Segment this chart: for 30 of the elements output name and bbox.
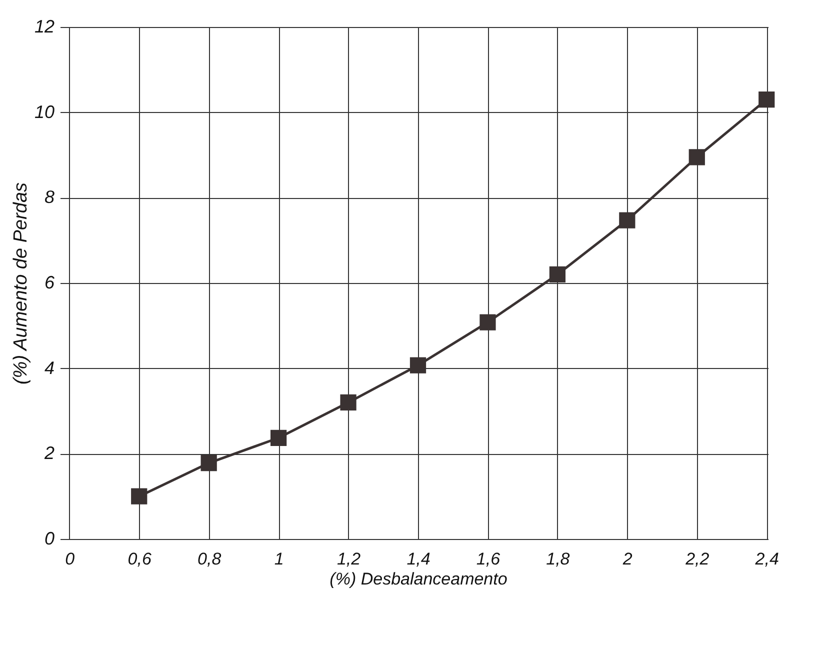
y-tick-label: 0 — [44, 528, 54, 548]
point — [340, 394, 356, 411]
y-tick-label: 10 — [34, 102, 54, 122]
point — [480, 314, 496, 330]
point — [688, 149, 705, 166]
point — [549, 266, 566, 283]
y-tick-label: 6 — [44, 272, 56, 292]
x-tick-label: 1,2 — [336, 550, 362, 568]
x-tick-label: 0,6 — [128, 550, 152, 568]
y-tick-label: 12 — [34, 16, 54, 36]
x-tick-label: 2,2 — [684, 550, 710, 568]
point — [200, 454, 217, 472]
x-tick-label: 1,4 — [406, 550, 430, 568]
y-tick-label: 8 — [44, 187, 54, 208]
x-tick-label: 2,4 — [754, 550, 779, 568]
y-tick-label: 4 — [44, 358, 54, 378]
x-tick-label: 1 — [274, 550, 284, 568]
point — [758, 91, 775, 108]
x-tick-label: 2 — [622, 550, 633, 568]
x-tick-label: 1,6 — [476, 550, 501, 568]
y-tick-label: 2 — [43, 443, 54, 464]
point — [131, 488, 148, 504]
x-tick-label: 1,8 — [546, 550, 570, 568]
x-tick-label: 0,8 — [198, 550, 222, 568]
point — [619, 212, 636, 228]
point — [410, 357, 426, 374]
y-axis-title: (%) Aumento de Perdas — [10, 182, 32, 385]
point — [270, 430, 287, 446]
x-tick-label: 0 — [65, 550, 76, 568]
x-axis-title: (%) Desbalanceamento — [330, 570, 508, 588]
